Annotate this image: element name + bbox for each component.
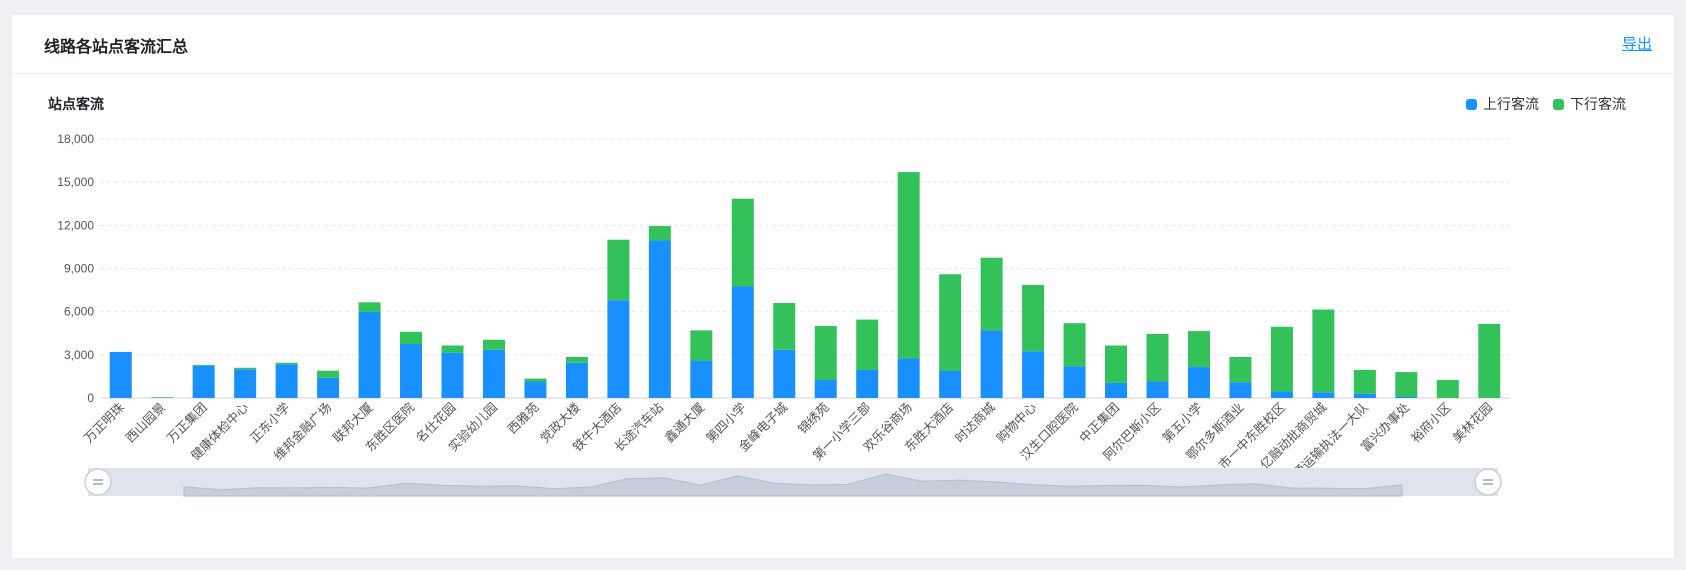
bar-down-15[interactable] <box>731 198 754 287</box>
bar-up-25[interactable] <box>1146 381 1169 398</box>
legend-swatch-down <box>1553 98 1564 110</box>
bar-down-24[interactable] <box>1105 345 1128 383</box>
page-title: 线路各站点客流汇总 <box>44 39 189 56</box>
bar-up-14[interactable] <box>690 360 713 398</box>
bar-up-13[interactable] <box>648 240 671 398</box>
bar-down-28[interactable] <box>1270 326 1293 392</box>
legend-label-up: 上行客流 <box>1483 96 1539 112</box>
bar-up-0[interactable] <box>109 351 132 398</box>
y-tick-label: 18,000 <box>57 132 94 146</box>
x-tick-label: 时达商城 <box>952 399 998 445</box>
bar-down-7[interactable] <box>400 331 423 345</box>
bar-up-7[interactable] <box>400 344 423 398</box>
bar-up-23[interactable] <box>1063 366 1086 398</box>
bar-down-13[interactable] <box>648 226 671 241</box>
bar-up-30[interactable] <box>1353 393 1376 398</box>
bar-down-6[interactable] <box>358 302 381 312</box>
bar-up-29[interactable] <box>1312 392 1335 398</box>
bar-down-26[interactable] <box>1187 331 1210 368</box>
y-tick-label: 0 <box>87 391 94 405</box>
bar-up-2[interactable] <box>192 365 215 398</box>
x-tick-label: 美林花园 <box>1449 400 1495 446</box>
legend-item-down[interactable]: 下行客流 <box>1553 94 1626 114</box>
zoom-preview <box>183 473 1403 497</box>
x-tick-label: 锦绣苑 <box>795 399 832 436</box>
y-tick-label: 3,000 <box>64 348 94 362</box>
bar-down-32[interactable] <box>1436 380 1459 398</box>
bar-down-18[interactable] <box>856 319 879 370</box>
x-tick-label: 万正明珠 <box>82 400 128 446</box>
x-tick-label: 鑫通大厦 <box>661 400 707 446</box>
x-tick-label: 西山园景 <box>123 400 168 445</box>
export-link[interactable]: 导出 <box>1621 36 1652 53</box>
bar-down-30[interactable] <box>1353 369 1376 394</box>
legend-label-down: 下行客流 <box>1570 96 1626 112</box>
bar-down-1[interactable] <box>151 397 174 398</box>
zoom-handle-left[interactable] <box>84 468 112 496</box>
bar-up-5[interactable] <box>317 377 340 398</box>
zoom-handle-right[interactable] <box>1474 468 1502 496</box>
bar-up-10[interactable] <box>524 381 547 398</box>
y-tick-label: 12,000 <box>57 218 94 232</box>
chart-legend: 上行客流 下行客流 <box>1452 94 1626 114</box>
bar-up-28[interactable] <box>1270 391 1293 398</box>
bar-up-19[interactable] <box>897 358 920 398</box>
bar-down-22[interactable] <box>1022 285 1045 352</box>
bar-up-18[interactable] <box>856 369 879 398</box>
y-tick-label: 15,000 <box>57 175 94 189</box>
bar-down-23[interactable] <box>1063 323 1086 367</box>
x-tick-label: 西雅苑 <box>504 399 541 436</box>
bar-up-8[interactable] <box>441 352 464 398</box>
bar-up-22[interactable] <box>1022 351 1045 398</box>
bar-chart: 0 3,000 6,000 9,000 12,000 15,000 18,000 万正明珠西山… <box>57 132 1510 497</box>
bar-down-25[interactable] <box>1146 333 1169 382</box>
bar-down-12[interactable] <box>607 239 630 301</box>
bar-up-11[interactable] <box>565 362 588 398</box>
x-tick-label: 裕府小区 <box>1408 400 1454 446</box>
bar-down-5[interactable] <box>317 370 340 378</box>
legend-swatch-up <box>1466 98 1477 110</box>
chart-title: 站点客流 <box>48 96 104 112</box>
bar-up-9[interactable] <box>482 349 505 398</box>
bar-down-20[interactable] <box>939 274 962 371</box>
bar-up-24[interactable] <box>1105 382 1128 398</box>
bar-down-21[interactable] <box>980 257 1003 331</box>
legend-item-up[interactable]: 上行客流 <box>1466 94 1539 114</box>
bar-down-8[interactable] <box>441 345 464 353</box>
bar-up-4[interactable] <box>275 364 298 398</box>
bar-down-16[interactable] <box>773 303 796 350</box>
bar-down-10[interactable] <box>524 378 547 382</box>
bar-down-17[interactable] <box>814 326 837 381</box>
card-header: 线路各站点客流汇总 导出 <box>12 15 1674 74</box>
bar-up-20[interactable] <box>939 370 962 398</box>
bar-down-31[interactable] <box>1395 372 1418 397</box>
bar-up-27[interactable] <box>1229 382 1252 398</box>
bar-down-19[interactable] <box>897 172 920 359</box>
bar-down-2[interactable] <box>192 364 215 366</box>
bar-up-17[interactable] <box>814 380 837 398</box>
y-tick-label: 6,000 <box>64 305 94 319</box>
bar-up-21[interactable] <box>980 330 1003 398</box>
bar-down-3[interactable] <box>234 367 257 370</box>
bar-down-11[interactable] <box>565 356 588 363</box>
bar-down-4[interactable] <box>275 362 298 365</box>
bar-down-9[interactable] <box>482 339 505 350</box>
bar-up-3[interactable] <box>234 369 257 398</box>
bar-down-14[interactable] <box>690 330 713 361</box>
bar-down-29[interactable] <box>1312 309 1335 393</box>
bar-up-6[interactable] <box>358 311 381 398</box>
bar-up-15[interactable] <box>731 286 754 398</box>
bar-down-27[interactable] <box>1229 356 1252 383</box>
bar-up-12[interactable] <box>607 300 630 398</box>
chart-card: 线路各站点客流汇总 导出 站点客流 上行客流 下行客流 0 3,000 6,000 9… <box>12 15 1674 558</box>
bar-up-26[interactable] <box>1187 367 1210 398</box>
y-tick-label: 9,000 <box>64 262 94 276</box>
bar-down-33[interactable] <box>1478 323 1501 398</box>
bar-up-31[interactable] <box>1395 396 1418 398</box>
bar-up-16[interactable] <box>773 349 796 398</box>
